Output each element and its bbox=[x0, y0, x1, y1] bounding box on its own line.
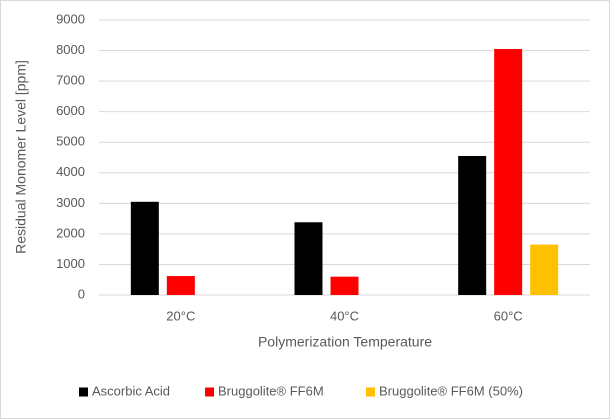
y-tick-label: 6000 bbox=[56, 103, 85, 118]
bar bbox=[494, 49, 523, 296]
legend-swatch bbox=[366, 387, 375, 397]
y-tick-label: 5000 bbox=[56, 134, 85, 149]
bar bbox=[166, 276, 195, 295]
y-tick-label: 4000 bbox=[56, 164, 85, 179]
y-tick-label: 2000 bbox=[56, 225, 85, 240]
y-tick-label: 9000 bbox=[56, 11, 85, 26]
y-tick-label: 3000 bbox=[56, 195, 85, 210]
bar bbox=[458, 155, 487, 295]
y-axis-title: Residual Monomer Level [ppm] bbox=[13, 60, 29, 254]
legend-swatch bbox=[79, 387, 88, 397]
bar bbox=[294, 222, 323, 295]
legend-label: Bruggolite® FF6M bbox=[218, 383, 324, 398]
legend-swatch bbox=[205, 387, 214, 397]
bar bbox=[330, 276, 359, 295]
y-tick-label: 1000 bbox=[56, 256, 85, 271]
y-tick-label: 0 bbox=[78, 286, 85, 301]
x-tick-label: 40°C bbox=[330, 308, 359, 323]
x-axis-title: Polymerization Temperature bbox=[258, 334, 432, 350]
legend-label: Bruggolite® FF6M (50%) bbox=[379, 383, 523, 398]
y-tick-label: 7000 bbox=[56, 73, 85, 88]
bar bbox=[130, 201, 159, 295]
x-tick-label: 20°C bbox=[166, 308, 195, 323]
bar bbox=[530, 244, 559, 295]
legend-label: Ascorbic Acid bbox=[92, 383, 170, 398]
y-tick-label: 8000 bbox=[56, 42, 85, 57]
x-tick-label: 60°C bbox=[494, 308, 523, 323]
